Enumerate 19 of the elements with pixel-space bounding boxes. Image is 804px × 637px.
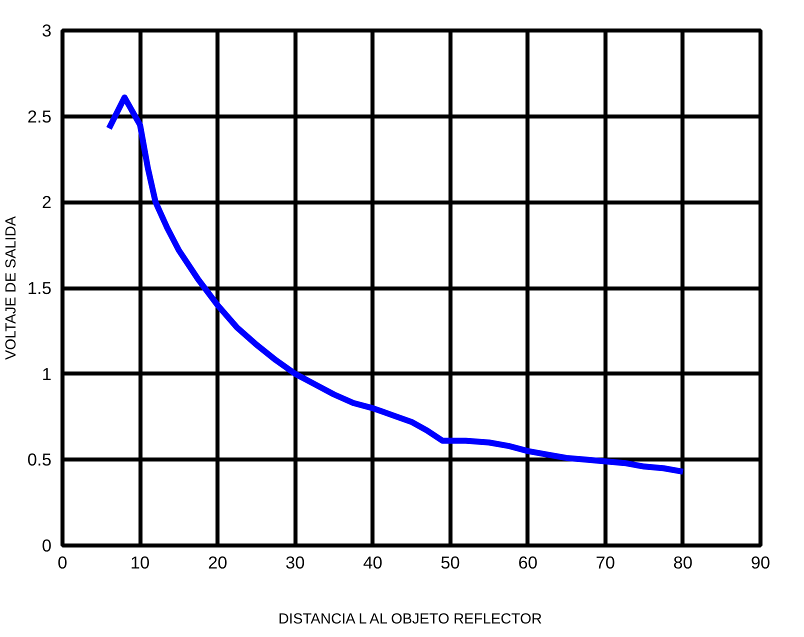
x-tick-label: 40 [363, 552, 382, 572]
y-tick-label: 3 [42, 20, 52, 40]
y-tick-label: 2 [42, 192, 52, 212]
x-tick-label: 60 [518, 552, 538, 572]
x-tick-label: 10 [130, 552, 150, 572]
x-tick-label: 80 [673, 552, 693, 572]
y-tick-label: 0.5 [27, 450, 52, 470]
x-tick-label: 20 [208, 552, 228, 572]
x-tick-label: 70 [596, 552, 616, 572]
x-tick-label: 30 [286, 552, 305, 572]
y-tick-label: 0 [42, 536, 52, 556]
y-axis-title: VOLTAJE DE SALIDA [3, 216, 20, 360]
y-tick-label: 1 [42, 364, 52, 384]
x-tick-label: 90 [750, 552, 770, 572]
x-tick-label: 50 [440, 552, 460, 572]
x-tick-label: 0 [58, 552, 68, 572]
y-tick-label: 2.5 [27, 106, 52, 126]
y-tick-label: 1.5 [27, 278, 52, 298]
x-axis-title: DISTANCIA L AL OBJETO REFLECTOR [278, 612, 542, 628]
